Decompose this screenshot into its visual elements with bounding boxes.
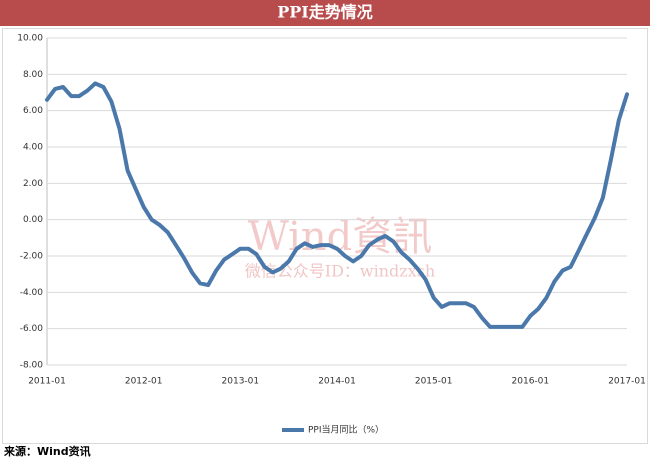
x-tick-label: 2015-01: [415, 377, 453, 387]
legend-label: PPI当月同比（%）: [308, 424, 384, 436]
y-tick-label: 6.00: [23, 106, 43, 116]
y-tick-label: 8.00: [23, 70, 43, 80]
y-tick-label: 2.00: [23, 179, 43, 189]
y-tick-label: -6.00: [20, 324, 44, 334]
x-tick-label: 2011-01: [28, 377, 66, 387]
y-tick-label: -4.00: [20, 288, 44, 298]
x-tick-label: 2016-01: [512, 377, 550, 387]
y-tick-label: 0.00: [23, 215, 43, 225]
chart-title: PPI走势情况: [277, 3, 373, 22]
watermark-sub: 微信公众号ID：windzxsh: [245, 262, 435, 281]
title-bar: [0, 0, 650, 26]
chart-frame: [2, 28, 648, 444]
line-series: [45, 81, 629, 329]
y-tick-label: 10.00: [17, 34, 43, 44]
x-tick-label: 2017-01: [608, 377, 646, 387]
y-tick-label: 4.00: [23, 143, 43, 153]
y-tick-label: -8.00: [20, 361, 44, 371]
x-tick-label: 2014-01: [318, 377, 356, 387]
x-tick-label: 2013-01: [222, 377, 260, 387]
x-tick-label: 2012-01: [125, 377, 163, 387]
source: 来源：Wind资讯: [3, 444, 91, 458]
y-tick-label: -2.00: [20, 252, 44, 262]
